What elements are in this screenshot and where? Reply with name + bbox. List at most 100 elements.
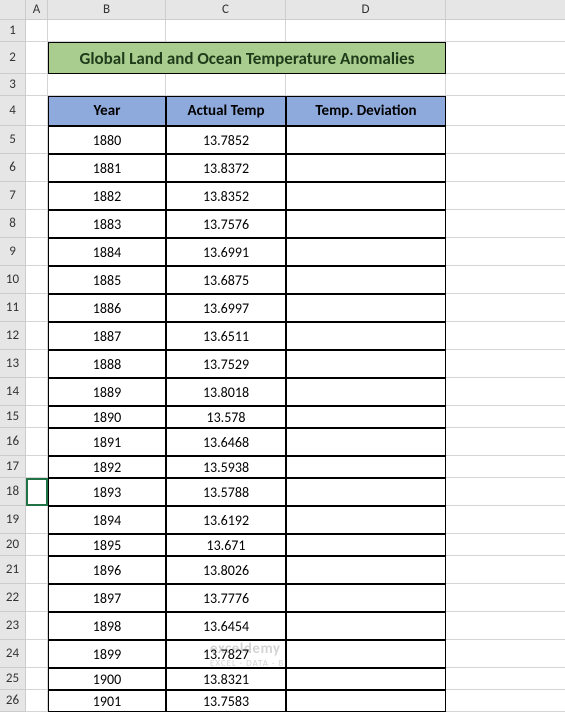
cell-B23[interactable]: 1898 [48,612,166,640]
cell-D15[interactable] [286,406,446,428]
cell-B5[interactable]: 1880 [48,126,166,154]
cell-E11[interactable] [446,294,565,322]
cell-B19[interactable]: 1894 [48,506,166,534]
cell-D19[interactable] [286,506,446,534]
cell-E24[interactable] [446,640,565,668]
cell-B1[interactable] [48,20,166,42]
row-header-2[interactable]: 2 [0,42,26,74]
cell-D25[interactable] [286,668,446,690]
row-header-1[interactable]: 1 [0,20,26,42]
cell-D23[interactable] [286,612,446,640]
cell-A1[interactable] [26,20,48,42]
cell-D21[interactable] [286,556,446,584]
cell-C19[interactable]: 13.6192 [166,506,286,534]
cell-C20[interactable]: 13.671 [166,534,286,556]
cell-C22[interactable]: 13.7776 [166,584,286,612]
cell-D17[interactable] [286,456,446,478]
cell-E13[interactable] [446,350,565,378]
cell-D26[interactable] [286,690,446,712]
cell-D8[interactable] [286,210,446,238]
cell-C12[interactable]: 13.6511 [166,322,286,350]
cell-B12[interactable]: 1887 [48,322,166,350]
row-header-18[interactable]: 18 [0,478,26,506]
cell-C25[interactable]: 13.8321 [166,668,286,690]
cell-A10[interactable] [26,266,48,294]
cell-E26[interactable] [446,690,565,712]
cell-A23[interactable] [26,612,48,640]
cell-B22[interactable]: 1897 [48,584,166,612]
row-header-14[interactable]: 14 [0,378,26,406]
cell-D9[interactable] [286,238,446,266]
row-header-9[interactable]: 9 [0,238,26,266]
cell-E16[interactable] [446,428,565,456]
cell-A20[interactable] [26,534,48,556]
cell-A12[interactable] [26,322,48,350]
cell-C23[interactable]: 13.6454 [166,612,286,640]
cell-D11[interactable] [286,294,446,322]
cell-B11[interactable]: 1886 [48,294,166,322]
row-header-26[interactable]: 26 [0,690,26,712]
row-header-23[interactable]: 23 [0,612,26,640]
cell-C9[interactable]: 13.6991 [166,238,286,266]
cell-E1[interactable] [446,20,565,42]
cell-A6[interactable] [26,154,48,182]
cell-E8[interactable] [446,210,565,238]
cell-A18[interactable] [26,478,48,506]
cell-A25[interactable] [26,668,48,690]
cell-A2[interactable] [26,42,48,74]
cell-E7[interactable] [446,182,565,210]
cell-C11[interactable]: 13.6997 [166,294,286,322]
row-header-4[interactable]: 4 [0,96,26,126]
cell-E17[interactable] [446,456,565,478]
cell-B8[interactable]: 1883 [48,210,166,238]
cell-A4[interactable] [26,96,48,126]
cell-B20[interactable]: 1895 [48,534,166,556]
cell-D5[interactable] [286,126,446,154]
cell-D16[interactable] [286,428,446,456]
cell-B14[interactable]: 1889 [48,378,166,406]
cell-D12[interactable] [286,322,446,350]
cell-A17[interactable] [26,456,48,478]
cell-D14[interactable] [286,378,446,406]
cell-E10[interactable] [446,266,565,294]
cell-E21[interactable] [446,556,565,584]
cell-C24[interactable]: 13.7827 [166,640,286,668]
row-header-3[interactable]: 3 [0,74,26,96]
cell-D13[interactable] [286,350,446,378]
column-header-B[interactable]: B [48,0,166,20]
column-header-D[interactable]: D [286,0,446,20]
row-header-12[interactable]: 12 [0,322,26,350]
cell-D22[interactable] [286,584,446,612]
row-header-16[interactable]: 16 [0,428,26,456]
cell-D24[interactable] [286,640,446,668]
cell-B7[interactable]: 1882 [48,182,166,210]
cell-D1[interactable] [286,20,446,42]
cell-E6[interactable] [446,154,565,182]
row-header-20[interactable]: 20 [0,534,26,556]
cell-B3[interactable] [48,74,166,96]
cell-C14[interactable]: 13.8018 [166,378,286,406]
cell-C17[interactable]: 13.5938 [166,456,286,478]
cell-C10[interactable]: 13.6875 [166,266,286,294]
cell-D6[interactable] [286,154,446,182]
cell-B26[interactable]: 1901 [48,690,166,712]
cell-A19[interactable] [26,506,48,534]
cell-A15[interactable] [26,406,48,428]
row-header-19[interactable]: 19 [0,506,26,534]
spreadsheet-grid[interactable]: ABCD12Global Land and Ocean Temperature … [0,0,565,712]
cell-D18[interactable] [286,478,446,506]
cell-A24[interactable] [26,640,48,668]
row-header-5[interactable]: 5 [0,126,26,154]
cell-D10[interactable] [286,266,446,294]
row-header-11[interactable]: 11 [0,294,26,322]
row-header-6[interactable]: 6 [0,154,26,182]
row-header-22[interactable]: 22 [0,584,26,612]
cell-B13[interactable]: 1888 [48,350,166,378]
cell-C18[interactable]: 13.5788 [166,478,286,506]
cell-C21[interactable]: 13.8026 [166,556,286,584]
column-header-extra[interactable] [446,0,565,20]
cell-A11[interactable] [26,294,48,322]
cell-C15[interactable]: 13.578 [166,406,286,428]
header-0[interactable]: Year [48,96,166,126]
cell-C1[interactable] [166,20,286,42]
